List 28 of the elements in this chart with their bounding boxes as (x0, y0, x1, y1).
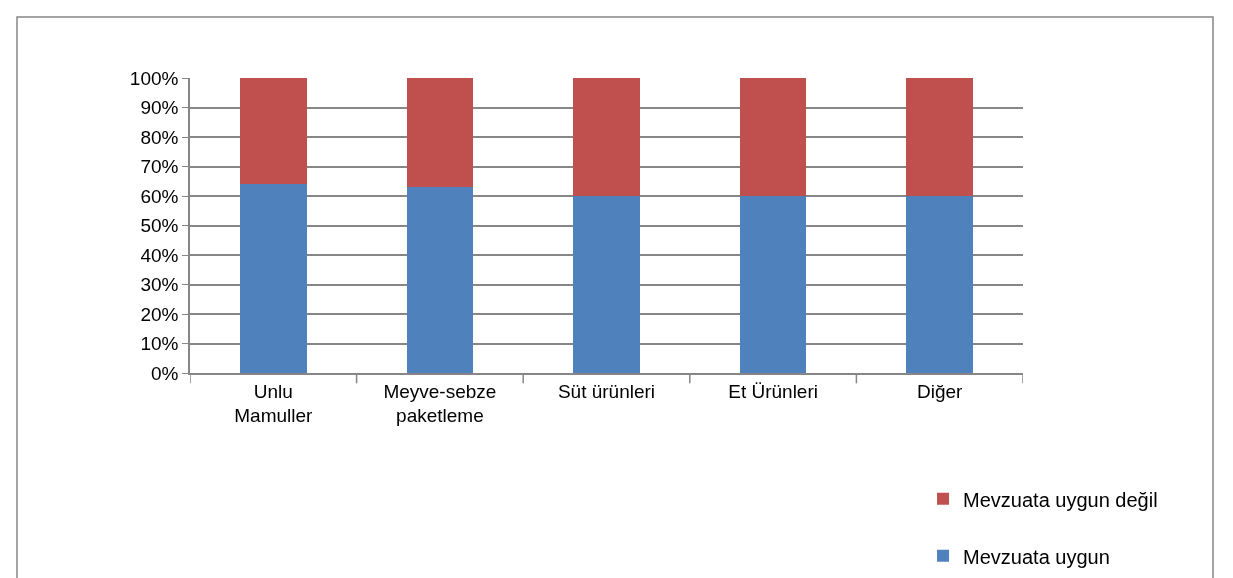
bar (239, 184, 307, 373)
y-tick-label: 20% (140, 303, 179, 325)
legend-label: Mevzuata uygun (963, 545, 1110, 568)
x-tick-label: Et Ürünleri (728, 380, 818, 402)
bar (739, 196, 807, 373)
y-tick-label: 0% (150, 362, 179, 384)
x-tick-label: Diğer (917, 380, 964, 402)
legend-label: Mevzuata uygun değil (963, 488, 1158, 511)
y-tick-label: 80% (140, 126, 179, 148)
y-tick-label: 40% (140, 244, 179, 266)
bar (573, 196, 640, 373)
x-tick-label: Süt ürünleri (557, 380, 656, 402)
x-tick-label: Unlu Mamuller (234, 380, 314, 427)
bar (573, 78, 640, 196)
bar (406, 78, 474, 188)
bar (239, 78, 307, 185)
bar (906, 196, 974, 373)
y-tick-label: 10% (140, 333, 179, 355)
bar (406, 187, 474, 373)
y-tick-label: 30% (140, 274, 179, 296)
bar (906, 78, 974, 196)
y-tick-label: 50% (140, 215, 179, 237)
x-tick-label: Meyve-sebze paketleme (383, 380, 497, 427)
y-tick-label: 70% (140, 156, 179, 178)
y-tick-label: 90% (140, 97, 179, 119)
y-tick-label: 60% (140, 185, 179, 207)
bar (739, 78, 807, 196)
y-tick-label: 100% (129, 67, 179, 89)
